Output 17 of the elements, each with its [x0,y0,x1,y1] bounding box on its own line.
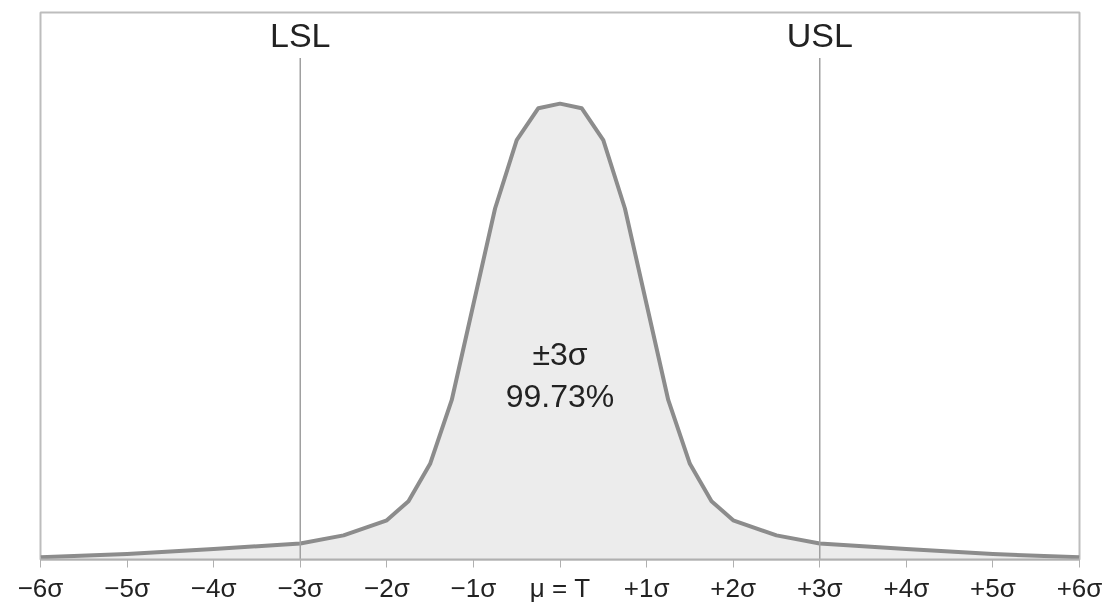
x-tick-label: −1σ [450,572,497,603]
x-tick-label: +6σ [1056,572,1103,603]
x-tick-label: +2σ [710,572,757,603]
x-tick-label: +3σ [796,572,843,603]
x-tick-label: +1σ [623,572,670,603]
x-tick-label: −3σ [277,572,324,603]
x-tick-label: −5σ [104,572,150,603]
ref-line-label: LSL [270,16,331,55]
x-tick-label: −2σ [363,572,410,603]
annotation: 99.73% [505,378,615,415]
x-tick-label: +4σ [883,572,930,603]
x-tick-label: −4σ [190,572,237,603]
x-tick-label: μ = T [529,572,591,603]
x-tick-label: −6σ [17,572,64,603]
ref-line-label: USL [786,16,853,55]
annotation: ±3σ [532,336,588,373]
x-tick-label: +5σ [970,572,1016,603]
